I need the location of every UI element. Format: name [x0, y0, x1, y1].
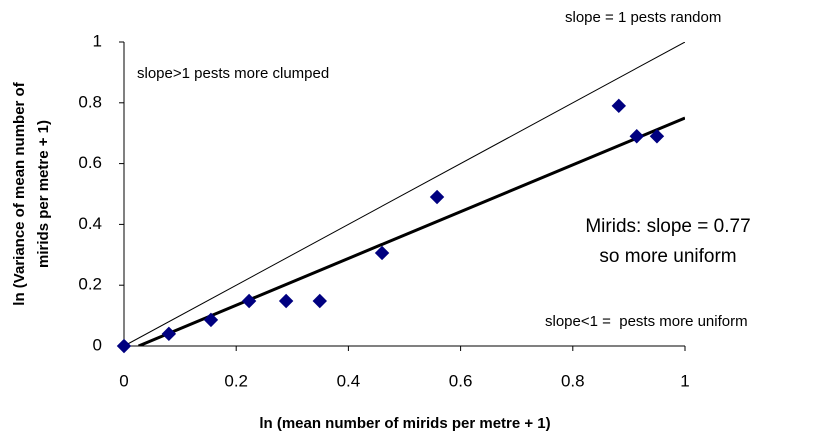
- annotation: slope = 1 pests random: [565, 9, 721, 26]
- x-tick-label: 0: [119, 371, 128, 390]
- data-point: [611, 98, 627, 114]
- y-axis-title: mirids per metre + 1): [35, 120, 52, 268]
- data-point: [116, 338, 132, 354]
- data-point: [203, 312, 219, 328]
- x-tick-label: 0.4: [337, 371, 361, 390]
- annotation: so more uniform: [599, 246, 736, 267]
- annotation: slope>1 pests more clumped: [137, 65, 329, 82]
- y-tick-label: 0: [93, 335, 102, 354]
- data-point: [278, 293, 294, 309]
- x-tick-label: 0.8: [561, 371, 585, 390]
- y-tick-label: 0.4: [78, 214, 102, 233]
- data-point: [241, 293, 257, 309]
- data-point: [429, 189, 445, 205]
- x-tick-label: 1: [680, 371, 689, 390]
- data-point: [161, 326, 177, 342]
- annotation: Mirids: slope = 0.77: [585, 216, 750, 237]
- y-tick-label: 0.2: [78, 275, 102, 294]
- annotation: slope<1 = pests more uniform: [545, 313, 748, 330]
- y-axis-title: ln (Variance of mean number of: [11, 81, 28, 305]
- y-tick-label: 0.8: [78, 92, 102, 111]
- y-tick-label: 1: [93, 31, 102, 50]
- data-point: [374, 245, 390, 261]
- trend-line: [124, 42, 685, 346]
- data-point: [649, 129, 665, 144]
- x-tick-label: 0.2: [224, 371, 248, 390]
- x-axis-title: ln (mean number of mirids per metre + 1): [259, 415, 550, 432]
- x-tick-label: 0.6: [449, 371, 473, 390]
- data-point: [629, 129, 644, 144]
- trend-line: [138, 116, 685, 346]
- y-tick-label: 0.6: [78, 153, 102, 172]
- data-point: [312, 293, 327, 309]
